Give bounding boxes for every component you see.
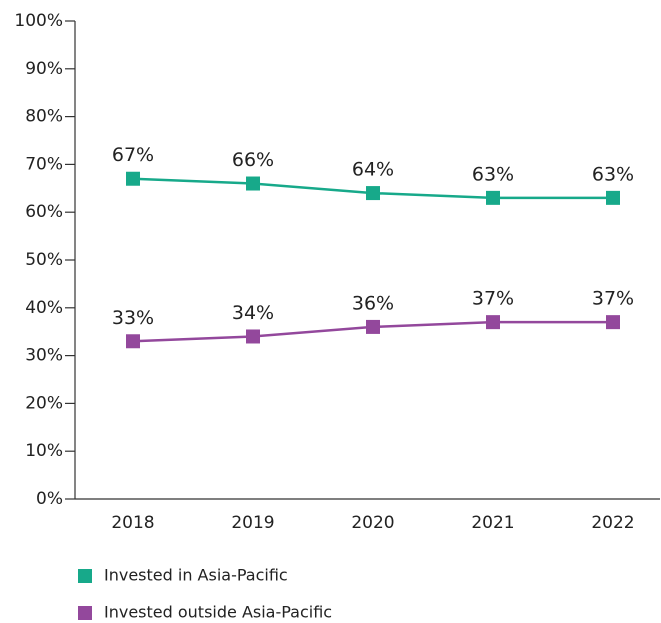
y-tick-label: 100% <box>14 11 63 31</box>
x-tick-label: 2021 <box>471 513 514 533</box>
y-tick-label: 70% <box>25 154 63 174</box>
y-tick-label: 20% <box>25 393 63 413</box>
y-tick-label: 60% <box>25 202 63 222</box>
data-label: 67% <box>112 144 154 166</box>
point <box>126 334 140 349</box>
y-tick-label: 10% <box>25 441 63 461</box>
point <box>366 319 380 334</box>
x-tick-label: 2022 <box>591 513 634 533</box>
point <box>606 190 620 205</box>
legend-swatch <box>78 569 92 583</box>
x-tick-label: 2018 <box>111 513 154 533</box>
point <box>246 329 260 344</box>
legend-swatch <box>78 606 92 620</box>
data-label: 66% <box>232 149 274 171</box>
data-label: 33% <box>112 307 154 329</box>
y-tick-label: 0% <box>36 489 63 509</box>
data-label: 63% <box>592 163 634 185</box>
data-label: 64% <box>352 159 394 181</box>
y-tick-label: 30% <box>25 346 63 366</box>
data-label: 37% <box>472 288 514 310</box>
point <box>486 315 500 330</box>
point <box>366 186 380 201</box>
y-tick-label: 50% <box>25 250 63 270</box>
point <box>246 176 260 191</box>
x-tick-label: 2019 <box>231 513 274 533</box>
data-label: 63% <box>472 163 514 185</box>
data-label: 34% <box>232 302 274 324</box>
point <box>606 315 620 330</box>
x-tick-label: 2020 <box>351 513 394 533</box>
data-label: 37% <box>592 288 634 310</box>
y-tick-label: 80% <box>25 107 63 127</box>
legend-label: Invested outside Asia-Pacific <box>104 603 332 622</box>
point <box>486 190 500 205</box>
legend-label: Invested in Asia-Pacific <box>104 566 288 585</box>
data-label: 36% <box>352 292 394 314</box>
point <box>126 171 140 186</box>
y-tick-label: 90% <box>25 59 63 79</box>
y-tick-label: 40% <box>25 298 63 318</box>
